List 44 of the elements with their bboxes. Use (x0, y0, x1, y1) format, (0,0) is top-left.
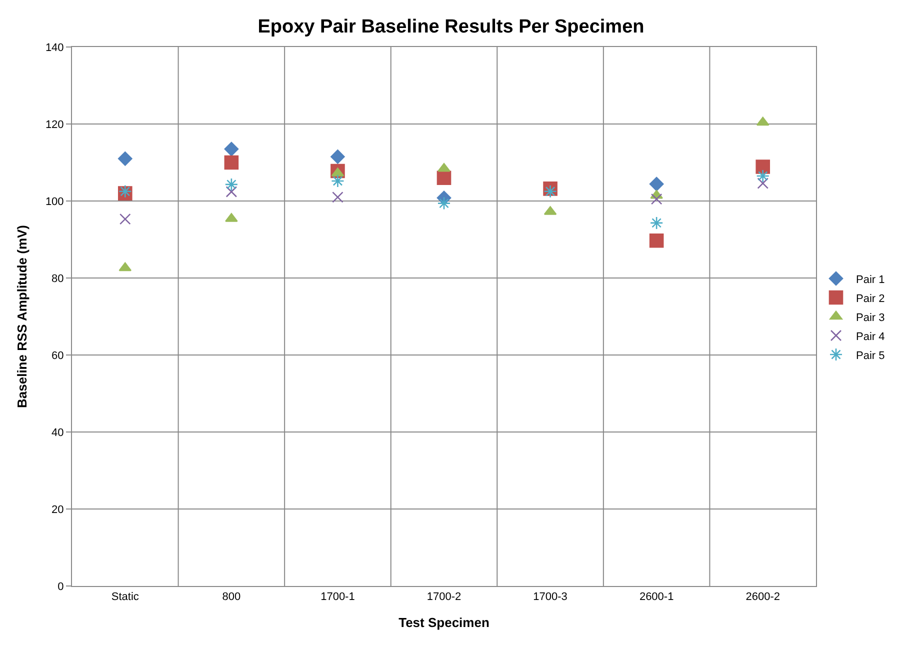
y-tick-label: 100 (45, 196, 64, 208)
x-tick-label: 2600-2 (746, 591, 780, 604)
y-tick-label: 120 (45, 118, 64, 131)
point (757, 178, 769, 189)
y-tick-label: 140 (45, 42, 64, 54)
point (756, 116, 770, 126)
x-tick-label: 1700-1 (320, 591, 355, 604)
x-tick-label: 1700-2 (426, 591, 462, 604)
point (436, 170, 452, 186)
x-axis-title: Test Specimen (398, 614, 490, 630)
y-tick-label: 0 (58, 580, 64, 593)
y-tick-label: 40 (52, 426, 64, 439)
point (331, 174, 344, 188)
point (756, 169, 770, 183)
point (650, 216, 664, 230)
legend-label: Pair 3 (856, 312, 885, 324)
legend-label: Pair 2 (856, 292, 885, 305)
point (437, 196, 451, 210)
point (330, 150, 345, 164)
point (224, 142, 239, 156)
point (119, 213, 131, 225)
point (332, 192, 344, 203)
y-axis-title: Baseline RSS Amplitude (mV) (14, 225, 30, 408)
point (118, 152, 132, 166)
point (118, 262, 132, 272)
point (649, 176, 664, 192)
point (650, 193, 662, 205)
point (224, 155, 239, 170)
chart-title: Epoxy Pair Baseline Results Per Specimen (258, 16, 644, 38)
y-tick-label: 20 (52, 504, 64, 516)
point (224, 178, 238, 192)
x-tick-label: Static (111, 591, 140, 604)
legend-label: Pair 4 (856, 330, 885, 343)
point (226, 186, 238, 198)
y-tick-label: 60 (52, 350, 64, 362)
y-tick-label: 80 (52, 272, 64, 285)
legend-label: Pair 5 (856, 350, 885, 362)
x-tick-label: 2600-1 (639, 591, 674, 604)
legend-label: Pair 1 (856, 274, 885, 286)
point (756, 160, 770, 174)
point (544, 184, 557, 198)
x-tick-label: 1700-3 (533, 591, 568, 604)
x-tick-label: 800 (222, 591, 241, 604)
point (649, 234, 664, 248)
